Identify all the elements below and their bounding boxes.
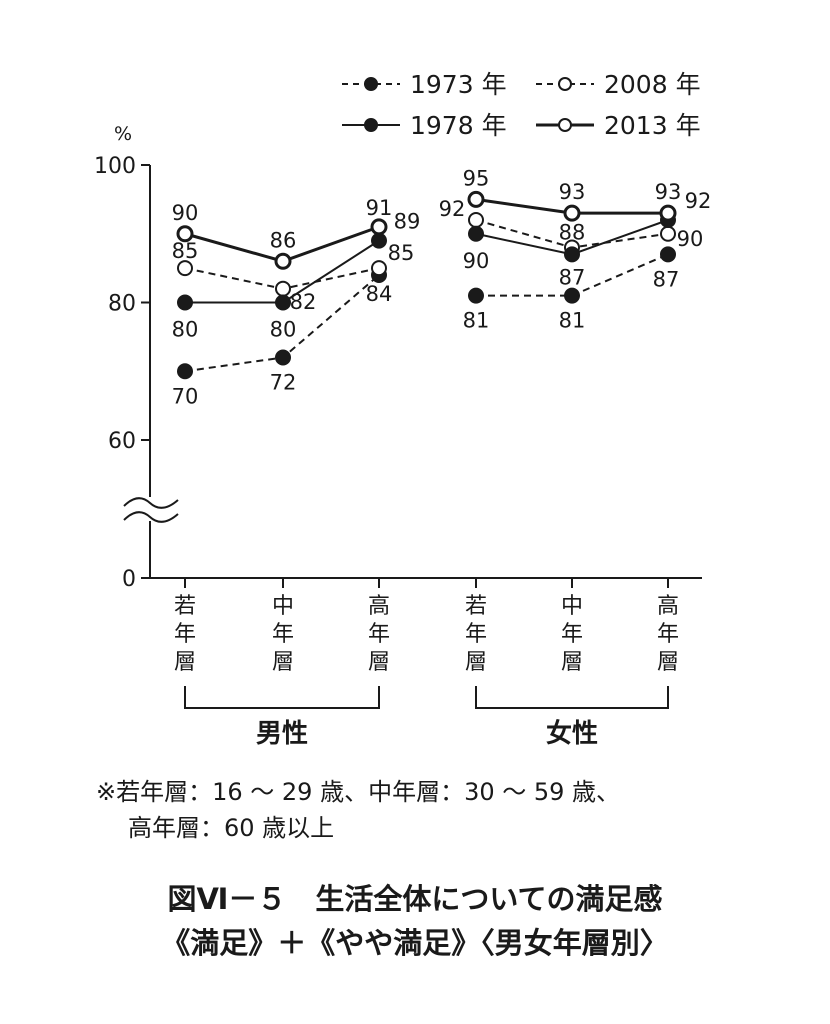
series-1-point-2	[275, 349, 291, 366]
series-3-label-5: 88	[559, 221, 586, 245]
series-2-point-4	[468, 225, 484, 242]
series-1-label-5: 81	[559, 309, 586, 333]
series-1-label-1: 70	[172, 384, 199, 408]
series-2-label-6: 92	[685, 189, 712, 213]
axis-break-mark-1	[123, 497, 179, 509]
series-2-point-3	[371, 232, 387, 249]
series-3-point-2	[275, 280, 291, 297]
series-1-point-6	[660, 246, 676, 263]
series-2-label-5: 87	[559, 265, 586, 289]
series-2-label-4: 90	[463, 249, 490, 273]
footnote-line-2: 高年層：60 歳以上	[128, 814, 335, 842]
series-3-label-6: 90	[677, 227, 704, 251]
group-bracket-1	[184, 686, 380, 709]
x-tick-label-1: 若年層	[174, 594, 196, 675]
series-2-label-1: 80	[172, 318, 199, 342]
figure-caption-line-2: 《満足》＋《やや満足》〈男女年層別〉	[161, 926, 669, 960]
series-3-label-1: 85	[172, 239, 199, 263]
footnote-line-1: ※若年層：16 〜 29 歳、中年層：30 〜 59 歳、	[96, 778, 621, 806]
y-tick-label-100: 100	[94, 154, 136, 179]
series-4-point-5	[563, 204, 581, 222]
legend-swatch-marker-2	[364, 118, 378, 132]
legend-label-1: 1973 年	[410, 70, 507, 99]
series-2-label-2: 80	[270, 318, 297, 342]
series-2-point-1	[177, 294, 193, 311]
y-unit-label: %	[114, 123, 132, 145]
figure-caption-line-1: 図Ⅵ－５ 生活全体についての満足感	[167, 882, 663, 916]
series-1-point-4	[468, 287, 484, 304]
series-3-point-3	[371, 260, 387, 277]
series-4-label-5: 93	[559, 180, 586, 204]
series-4-label-4: 95	[463, 166, 490, 190]
legend-label-4: 2013 年	[604, 111, 701, 140]
series-4-label-3: 91	[366, 196, 393, 220]
legend-label-2: 1978 年	[410, 111, 507, 140]
series-4-label-2: 86	[270, 228, 297, 252]
series-1-label-2: 72	[270, 371, 297, 395]
series-4-point-4	[467, 190, 485, 208]
x-tick-label-2: 中年層	[272, 594, 294, 675]
x-tick-label-6: 高年層	[657, 594, 679, 675]
series-4-point-1	[176, 225, 194, 243]
y-tick-label-80: 80	[108, 292, 136, 317]
series-1-point-1	[177, 363, 193, 380]
axis-break-mark-2	[123, 511, 179, 523]
legend: 1973 年 1978 年 2008 年 2013 年	[342, 70, 701, 140]
legend-swatch-marker-1	[364, 77, 378, 91]
data-labels: 70 72 84 81 81 87 80 80 89 90 87 92 85 82 85 92 88 90 90 86…	[172, 166, 712, 408]
series-4-label-6: 93	[655, 180, 682, 204]
series-3-point-4	[468, 212, 484, 228]
series-2-point-2	[275, 294, 291, 311]
series-1-label-3: 84	[366, 282, 393, 306]
series-3-point-1	[177, 260, 193, 277]
series-1-point-5	[564, 287, 580, 304]
legend-label-3: 2008 年	[604, 70, 701, 99]
series-2-label-3: 89	[394, 210, 421, 234]
series-4-point-3	[370, 218, 388, 236]
series-1-label-4: 81	[463, 309, 490, 333]
series-4-label-1: 90	[172, 201, 199, 225]
y-tick-label-0: 0	[122, 567, 136, 592]
x-tick-label-5: 中年層	[561, 594, 583, 675]
legend-swatch-marker-3	[558, 77, 572, 91]
series-3-label-4: 92	[439, 197, 466, 221]
series-lines	[176, 190, 677, 380]
x-tick-label-4: 若年層	[465, 594, 487, 675]
group-bracket-2	[475, 686, 669, 709]
group-label-1: 男性	[256, 719, 308, 749]
x-tick-label-3: 高年層	[368, 594, 390, 675]
series-3-label-3: 85	[388, 241, 415, 265]
legend-swatch-marker-4	[558, 118, 572, 132]
group-label-2: 女性	[546, 718, 598, 749]
series-2-point-5	[564, 246, 580, 263]
series-4-point-2	[274, 252, 292, 270]
series-4-point-6	[659, 204, 677, 222]
series-3-label-2: 82	[290, 290, 317, 314]
y-tick-label-60: 60	[108, 429, 136, 454]
series-3-point-6	[660, 225, 676, 242]
series-1-label-6: 87	[653, 267, 680, 291]
